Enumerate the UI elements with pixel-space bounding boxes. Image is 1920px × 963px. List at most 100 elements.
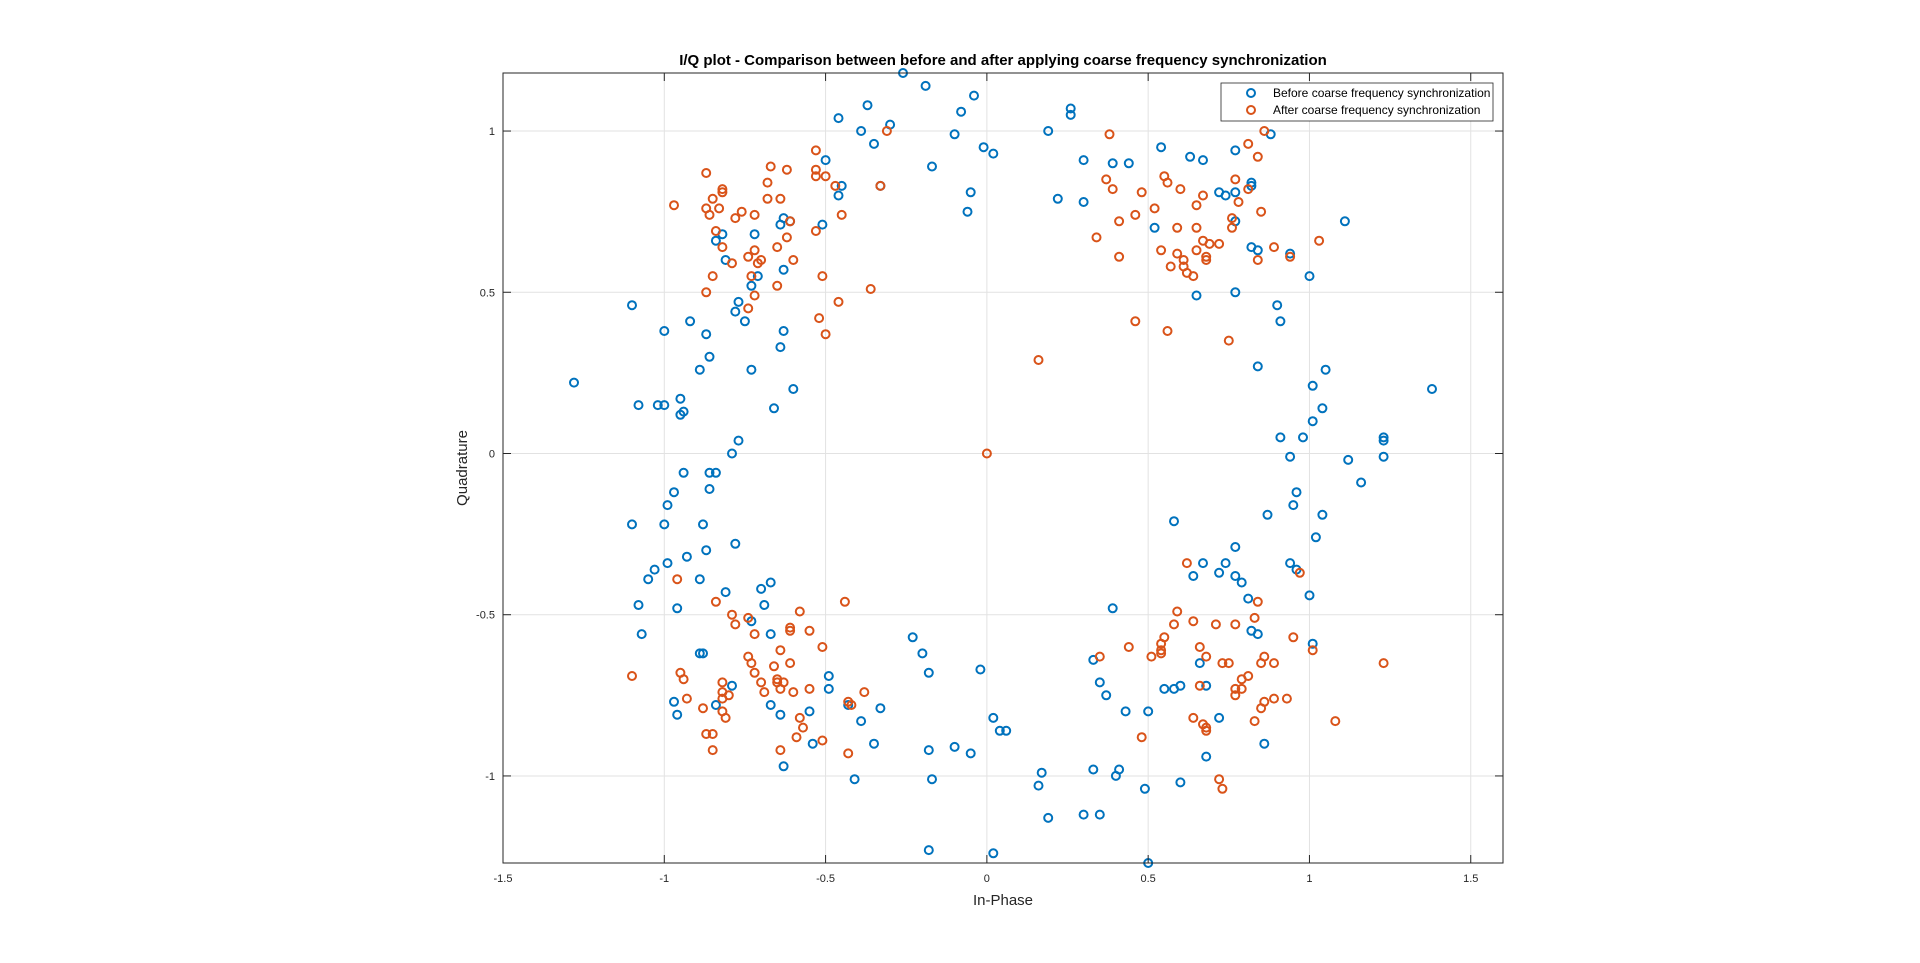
after-sync-point xyxy=(1204,238,1215,249)
after-sync-point xyxy=(1156,245,1167,256)
before-sync-point xyxy=(675,409,686,420)
before-sync-point xyxy=(1230,145,1241,156)
before-sync-point xyxy=(1088,764,1099,775)
after-sync-point xyxy=(814,313,825,324)
legend-box xyxy=(1220,82,1494,122)
after-sync-point xyxy=(1033,355,1044,365)
before-sync-point xyxy=(733,296,744,307)
before-sync-point xyxy=(1304,590,1315,601)
after-sync-point xyxy=(1252,596,1263,607)
before-sync-point xyxy=(643,574,654,585)
before-sync-point xyxy=(969,90,979,101)
after-sync-point xyxy=(736,206,747,217)
after-sync-point xyxy=(746,658,757,669)
after-sync-point xyxy=(1227,222,1237,233)
before-sync-point xyxy=(659,519,670,530)
before-sync-point xyxy=(730,538,741,549)
before-sync-point xyxy=(1191,290,1202,301)
after-sync-point xyxy=(743,251,754,262)
after-sync-point xyxy=(746,271,757,282)
before-sync-point xyxy=(1275,316,1286,327)
y-tick-label: 0 xyxy=(489,448,495,460)
x-tick-label: -1.5 xyxy=(494,873,513,885)
after-sync-point xyxy=(1201,722,1212,733)
before-sync-point xyxy=(727,680,737,691)
after-sync-point xyxy=(794,712,805,723)
before-sync-point xyxy=(1291,487,1302,498)
legend-label-after: After coarse frequency synchronization xyxy=(1273,103,1480,117)
after-sync-point xyxy=(749,209,760,220)
after-sync-point xyxy=(1172,248,1183,259)
after-sync-point xyxy=(762,177,773,188)
before-sync-point xyxy=(756,583,767,594)
after-sync-point xyxy=(669,200,679,211)
after-sync-point xyxy=(788,687,799,698)
after-sync-point xyxy=(1172,606,1183,617)
after-sync-point xyxy=(1094,651,1105,662)
before-sync-point xyxy=(923,745,934,756)
before-sync-point xyxy=(1214,712,1225,723)
after-sync-point xyxy=(701,729,712,739)
before-sync-point xyxy=(669,487,679,498)
after-sync-point xyxy=(1159,632,1170,643)
after-sync-point xyxy=(672,574,683,585)
after-sync-point xyxy=(810,145,821,156)
after-sync-point xyxy=(1294,567,1305,578)
before-sync-point xyxy=(769,403,779,414)
plot-area xyxy=(503,73,1503,863)
after-sync-point xyxy=(810,164,821,175)
after-sync-point xyxy=(1252,151,1263,162)
before-sync-point xyxy=(1188,571,1199,581)
before-sync-point xyxy=(1149,222,1160,233)
before-sync-point xyxy=(823,671,834,681)
after-sync-point xyxy=(846,700,857,710)
y-tick-label: 0.5 xyxy=(480,287,495,299)
before-sync-point xyxy=(1298,432,1308,443)
after-sync-point xyxy=(785,658,796,669)
after-sync-point xyxy=(1330,716,1341,727)
before-sync-point xyxy=(1236,577,1247,588)
after-sync-point xyxy=(1249,716,1260,727)
before-sync-point xyxy=(1356,477,1367,488)
before-sync-point xyxy=(775,342,786,353)
before-sync-point xyxy=(720,587,731,598)
before-sync-point xyxy=(807,738,818,749)
before-sync-point xyxy=(949,741,960,752)
after-sync-point xyxy=(681,693,692,704)
after-sync-point xyxy=(714,203,725,214)
before-sync-point xyxy=(988,848,999,859)
before-sync-point xyxy=(1262,509,1273,520)
before-sync-point xyxy=(1310,532,1321,543)
before-sync-point xyxy=(672,603,683,614)
before-sync-point xyxy=(1285,248,1296,259)
after-sync-point xyxy=(1198,190,1208,201)
before-sync-point xyxy=(1230,571,1241,581)
before-sync-point xyxy=(627,519,637,530)
before-sync-point xyxy=(1214,567,1225,578)
before-sync-point xyxy=(662,558,673,569)
after-sync-point xyxy=(1175,184,1186,195)
after-sync-point xyxy=(1269,658,1279,669)
before-sync-point xyxy=(1156,142,1167,153)
before-sync-point xyxy=(1427,384,1437,394)
after-sync-point xyxy=(717,184,728,195)
before-sync-point xyxy=(949,129,960,140)
before-sync-point xyxy=(698,648,708,659)
before-sync-point xyxy=(1317,403,1328,414)
after-sync-point xyxy=(1201,251,1212,262)
after-sync-point xyxy=(875,180,886,191)
before-sync-point xyxy=(1243,593,1254,604)
before-sync-point xyxy=(1378,451,1389,462)
before-sync-point xyxy=(759,600,770,610)
data-series xyxy=(569,68,1437,868)
after-sync-point xyxy=(1149,203,1160,214)
x-tick-label: -0.5 xyxy=(816,873,835,885)
after-sync-point xyxy=(707,193,718,204)
after-sync-point xyxy=(798,722,808,733)
after-sync-point xyxy=(1259,651,1270,662)
before-sync-point xyxy=(1107,158,1118,169)
before-sync-point xyxy=(752,271,763,282)
before-sync-point xyxy=(1065,103,1076,114)
legend-label-before: Before coarse frequency synchronization xyxy=(1273,86,1490,100)
